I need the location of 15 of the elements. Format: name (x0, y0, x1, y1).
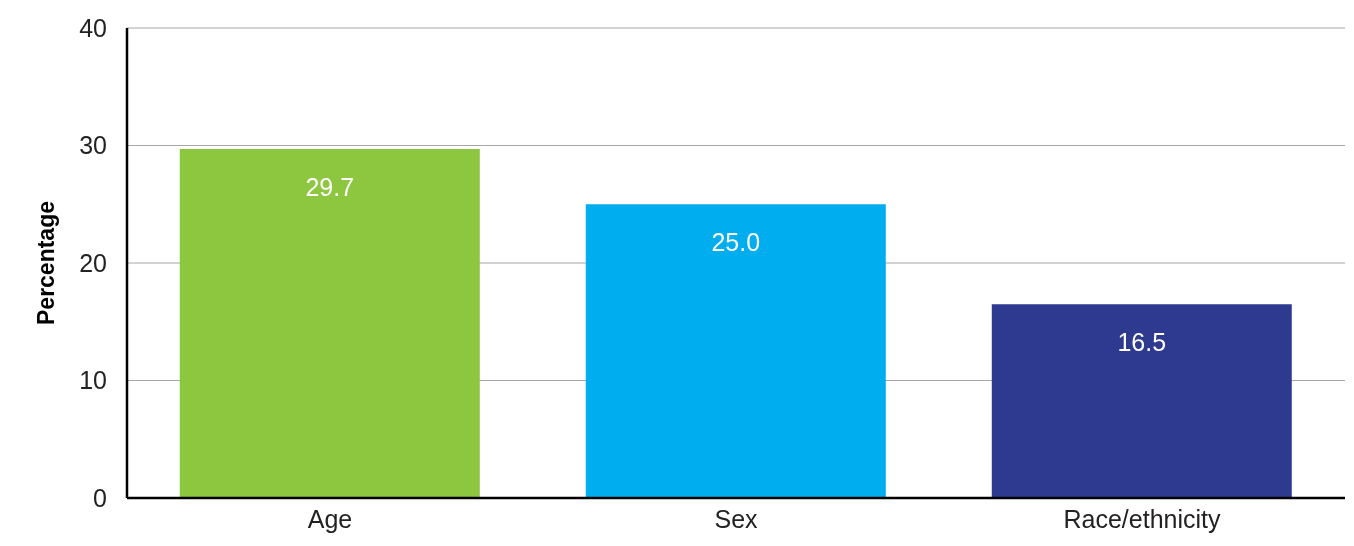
x-tick-label: Race/ethnicity (1063, 504, 1221, 533)
x-tick-label: Age (307, 504, 353, 533)
y-tick-label: 20 (79, 248, 107, 277)
y-axis-title: Percentage (33, 200, 59, 326)
data-label: 25.0 (711, 228, 761, 257)
data-label: 29.7 (305, 173, 355, 202)
y-tick-label: 0 (93, 483, 107, 512)
y-tick-label: 40 (79, 13, 107, 42)
bar (179, 149, 480, 498)
y-tick-label: 10 (79, 366, 107, 395)
bar (585, 204, 886, 498)
x-tick-label: Sex (714, 504, 759, 533)
data-label: 16.5 (1117, 328, 1167, 357)
bar (991, 304, 1292, 498)
y-tick-label: 30 (79, 131, 107, 160)
